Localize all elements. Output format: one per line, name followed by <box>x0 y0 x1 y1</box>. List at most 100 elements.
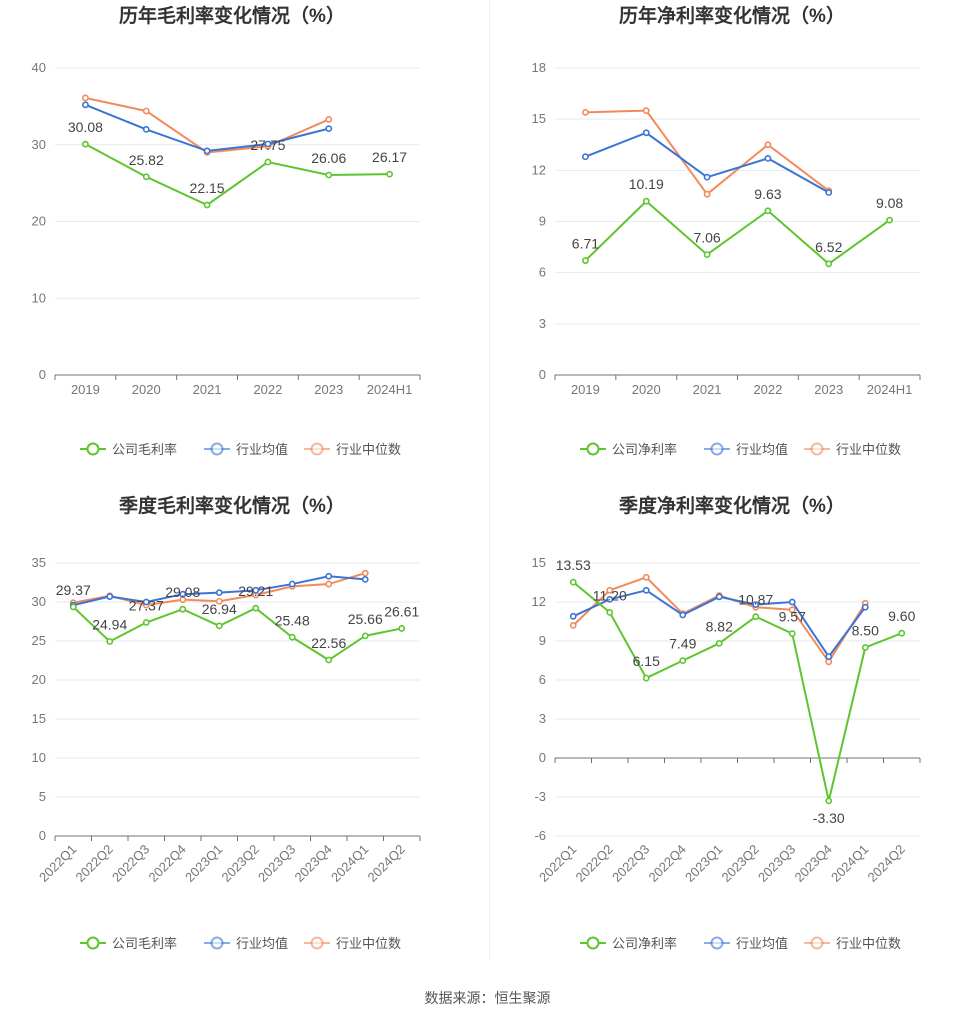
data-label: 6.71 <box>572 236 599 252</box>
data-point-avg <box>825 653 833 660</box>
x-tick-label: 2023 <box>314 382 343 397</box>
data-point-avg <box>325 125 333 133</box>
data-point-median <box>325 580 333 588</box>
data-point-company <box>788 630 796 637</box>
x-tick-label: 2019 <box>571 382 600 397</box>
data-point-avg <box>642 586 650 594</box>
legend-marker-avg <box>710 936 724 950</box>
x-tick-label: 2022Q4 <box>646 842 689 885</box>
chart-title: 季度净利率变化情况（%） <box>619 494 845 517</box>
data-point-avg <box>752 601 760 608</box>
series-line-company <box>72 606 402 662</box>
data-point-avg <box>361 575 369 583</box>
y-tick-label: -6 <box>534 828 546 843</box>
data-point-median <box>82 94 89 102</box>
data-label: 10.87 <box>738 592 773 608</box>
data-point-company <box>715 639 723 647</box>
x-tick-label: 2023Q1 <box>182 842 225 885</box>
legend-label-avg: 行业均值 <box>236 442 288 457</box>
data-point-median <box>642 107 650 115</box>
chart-quarterly-net-margin: 季度净利率变化情况（%） -6 -3 0 3 6 9 12 15 2022Q1 2022Q2 2022… <box>490 490 975 960</box>
data-point-median <box>215 597 223 605</box>
data-label: 6.15 <box>633 653 660 669</box>
y-tick-label: 15 <box>532 111 546 126</box>
x-tick-label: 2023Q2 <box>219 842 262 885</box>
x-tick-label: 2023Q3 <box>755 842 798 885</box>
data-point-company <box>764 207 772 215</box>
data-point-company <box>252 604 260 612</box>
x-tick-label: 2024Q2 <box>365 842 408 885</box>
y-tick-label: 25 <box>32 633 46 648</box>
y-tick-label: 20 <box>32 214 46 229</box>
chart-svg: 历年毛利率变化情况（%） 0 10 20 30 40 2019 2020 2021 2022 202… <box>32 4 421 457</box>
data-label: 26.17 <box>372 149 407 165</box>
data-point-company <box>69 603 77 611</box>
y-tick-label: 5 <box>39 789 46 804</box>
x-tick-label: 2020 <box>132 382 161 397</box>
data-point-median <box>582 108 589 116</box>
data-label: 26.06 <box>311 150 346 166</box>
panel-divider <box>489 0 490 960</box>
data-point-company <box>325 656 333 664</box>
y-tick-label: 15 <box>532 555 546 570</box>
data-point-avg <box>788 598 796 606</box>
y-tick-label: 3 <box>539 711 546 726</box>
data-point-company <box>179 605 187 613</box>
data-point-company <box>825 797 833 805</box>
data-point-company <box>106 638 114 645</box>
data-point-median <box>142 107 150 115</box>
data-label: 27.37 <box>129 598 164 614</box>
data-point-median <box>703 190 711 198</box>
x-tick-label: 2023Q1 <box>682 842 725 885</box>
y-tick-label: 40 <box>32 60 46 75</box>
legend-label-avg: 行业均值 <box>236 936 288 951</box>
legend-label-avg: 行业均值 <box>736 936 788 951</box>
data-label: -3.30 <box>813 810 845 826</box>
data-label: 25.66 <box>348 611 383 627</box>
data-label: 7.06 <box>693 230 720 246</box>
data-point-avg <box>325 572 333 580</box>
data-label: 29.21 <box>238 583 273 599</box>
x-tick-label: 2023Q4 <box>292 842 335 885</box>
source-note: 数据来源：恒生聚源 <box>424 990 551 1006</box>
y-tick-label: 12 <box>532 594 546 609</box>
y-tick-label: 6 <box>539 672 546 687</box>
data-label: 13.53 <box>556 557 591 573</box>
data-point-avg <box>606 596 614 603</box>
legend-label-company: 公司毛利率 <box>112 936 177 951</box>
data-point-avg <box>82 101 89 109</box>
x-tick-label: 2022Q3 <box>109 842 152 885</box>
y-tick-label: 3 <box>539 316 546 331</box>
y-tick-label: 12 <box>532 162 546 177</box>
data-point-avg <box>679 611 687 619</box>
legend-label-company: 公司净利率 <box>612 936 677 951</box>
data-label: 6.52 <box>815 239 842 255</box>
x-tick-label: 2022Q1 <box>36 842 79 885</box>
data-label: 10.19 <box>629 176 664 192</box>
series-line-median <box>585 109 830 196</box>
data-point-company <box>679 657 687 665</box>
data-label: 24.94 <box>92 616 127 632</box>
y-tick-label: 15 <box>32 711 46 726</box>
data-label: 8.82 <box>706 618 733 634</box>
data-point-avg <box>142 125 150 133</box>
x-tick-label: 2023 <box>814 382 843 397</box>
data-label: 27.75 <box>250 137 285 153</box>
y-tick-label: 30 <box>32 594 46 609</box>
chart-svg: 历年净利率变化情况（%） 0 3 6 9 12 15 18 2019 2020 2021 2022 20… <box>532 4 921 457</box>
data-label: 8.50 <box>852 623 879 639</box>
data-point-avg <box>179 590 187 598</box>
data-point-company <box>288 633 296 641</box>
data-point-avg <box>642 129 650 137</box>
data-label: 11.20 <box>593 587 627 603</box>
legend-marker-avg <box>710 442 724 456</box>
legend-marker-company <box>586 442 600 456</box>
series-line-company <box>84 143 390 207</box>
x-tick-label: 2019 <box>71 382 100 397</box>
legend-label-median: 行业中位数 <box>836 936 901 951</box>
y-tick-label: 10 <box>32 750 46 765</box>
legend-marker-median <box>310 442 324 456</box>
y-tick-label: 0 <box>539 367 546 382</box>
y-tick-label: 10 <box>32 290 46 305</box>
chart-annual-net-margin: 历年净利率变化情况（%） 0 3 6 9 12 15 18 2019 2020 2021 2022 20… <box>490 0 975 470</box>
